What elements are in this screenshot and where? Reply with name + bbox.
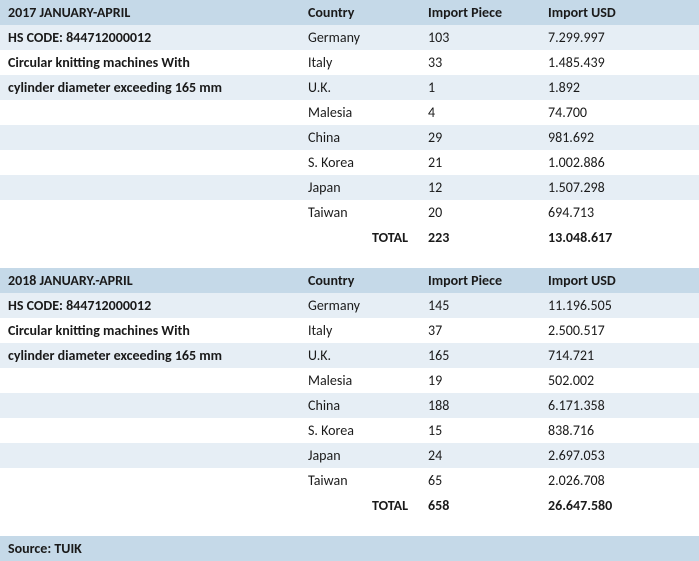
table-row: China 29 981.692	[0, 125, 699, 150]
cell-piece: 103	[420, 25, 540, 50]
cell-country: S. Korea	[300, 150, 420, 175]
col-header-country: Country	[300, 0, 420, 25]
total-row: TOTAL 223 13.048.617	[0, 225, 699, 250]
period-label: 2018 JANUARY.-APRIL	[0, 268, 300, 293]
table-row: Circular knitting machines With Italy 33…	[0, 50, 699, 75]
cell-country: Malesia	[300, 368, 420, 393]
import-table-2018: 2018 JANUARY.-APRIL Country Import Piece…	[0, 268, 699, 518]
cell-country: Italy	[300, 50, 420, 75]
cell-country: Germany	[300, 293, 420, 318]
table-row: HS CODE: 844712000012 Germany 145 11.196…	[0, 293, 699, 318]
cell-piece: 4	[420, 100, 540, 125]
table-spacer	[0, 250, 699, 268]
cell-country: Japan	[300, 443, 420, 468]
hs-code-label: HS CODE: 844712000012	[0, 25, 300, 50]
cell-usd: 502.002	[540, 368, 699, 393]
desc-line2: cylinder diameter exceeding 165 mm	[0, 343, 300, 368]
cell-piece: 19	[420, 368, 540, 393]
cell-usd: 2.500.517	[540, 318, 699, 343]
cell-piece: 24	[420, 443, 540, 468]
cell-piece: 12	[420, 175, 540, 200]
cell-usd: 74.700	[540, 100, 699, 125]
total-row: TOTAL 658 26.647.580	[0, 493, 699, 518]
cell-usd: 1.507.298	[540, 175, 699, 200]
cell-piece: 65	[420, 468, 540, 493]
cell-country: Germany	[300, 25, 420, 50]
cell-usd: 1.002.886	[540, 150, 699, 175]
cell-usd: 838.716	[540, 418, 699, 443]
table-spacer	[0, 518, 699, 536]
table-row: Japan 12 1.507.298	[0, 175, 699, 200]
desc-line2: cylinder diameter exceeding 165 mm	[0, 75, 300, 100]
col-header-piece: Import Piece	[420, 268, 540, 293]
cell-piece: 21	[420, 150, 540, 175]
cell-country: U.K.	[300, 343, 420, 368]
cell-country: Malesia	[300, 100, 420, 125]
cell-piece: 20	[420, 200, 540, 225]
cell-piece: 145	[420, 293, 540, 318]
cell-usd: 714.721	[540, 343, 699, 368]
col-header-country: Country	[300, 268, 420, 293]
cell-usd: 2.026.708	[540, 468, 699, 493]
cell-usd: 1.892	[540, 75, 699, 100]
cell-country: China	[300, 393, 420, 418]
table-header-row: 2018 JANUARY.-APRIL Country Import Piece…	[0, 268, 699, 293]
cell-piece: 165	[420, 343, 540, 368]
cell-country: S. Korea	[300, 418, 420, 443]
cell-usd: 2.697.053	[540, 443, 699, 468]
table-header-row: 2017 JANUARY-APRIL Country Import Piece …	[0, 0, 699, 25]
cell-country: Taiwan	[300, 200, 420, 225]
cell-piece: 188	[420, 393, 540, 418]
table-row: HS CODE: 844712000012 Germany 103 7.299.…	[0, 25, 699, 50]
cell-usd: 6.171.358	[540, 393, 699, 418]
cell-country: Japan	[300, 175, 420, 200]
table-row: S. Korea 21 1.002.886	[0, 150, 699, 175]
cell-country: Italy	[300, 318, 420, 343]
total-piece: 658	[420, 493, 540, 518]
table-row: Taiwan 65 2.026.708	[0, 468, 699, 493]
cell-usd: 1.485.439	[540, 50, 699, 75]
source-label: Source: TUIK	[0, 536, 699, 561]
table-row: Malesia 4 74.700	[0, 100, 699, 125]
total-label: TOTAL	[300, 225, 420, 250]
period-label: 2017 JANUARY-APRIL	[0, 0, 300, 25]
table-row: Japan 24 2.697.053	[0, 443, 699, 468]
desc-line1: Circular knitting machines With	[0, 50, 300, 75]
hs-code-label: HS CODE: 844712000012	[0, 293, 300, 318]
cell-usd: 981.692	[540, 125, 699, 150]
total-piece: 223	[420, 225, 540, 250]
cell-usd: 694.713	[540, 200, 699, 225]
col-header-piece: Import Piece	[420, 0, 540, 25]
import-table-2017: 2017 JANUARY-APRIL Country Import Piece …	[0, 0, 699, 250]
table-row: China 188 6.171.358	[0, 393, 699, 418]
desc-line1: Circular knitting machines With	[0, 318, 300, 343]
cell-usd: 7.299.997	[540, 25, 699, 50]
cell-piece: 37	[420, 318, 540, 343]
cell-country: U.K.	[300, 75, 420, 100]
table-row: Taiwan 20 694.713	[0, 200, 699, 225]
cell-piece: 1	[420, 75, 540, 100]
cell-piece: 33	[420, 50, 540, 75]
table-row: cylinder diameter exceeding 165 mm U.K. …	[0, 343, 699, 368]
col-header-usd: Import USD	[540, 268, 699, 293]
cell-piece: 15	[420, 418, 540, 443]
table-row: cylinder diameter exceeding 165 mm U.K. …	[0, 75, 699, 100]
cell-country: Taiwan	[300, 468, 420, 493]
table-row: Circular knitting machines With Italy 37…	[0, 318, 699, 343]
cell-usd: 11.196.505	[540, 293, 699, 318]
cell-country: China	[300, 125, 420, 150]
cell-piece: 29	[420, 125, 540, 150]
col-header-usd: Import USD	[540, 0, 699, 25]
total-usd: 13.048.617	[540, 225, 699, 250]
total-usd: 26.647.580	[540, 493, 699, 518]
table-row: S. Korea 15 838.716	[0, 418, 699, 443]
table-row: Malesia 19 502.002	[0, 368, 699, 393]
total-label: TOTAL	[300, 493, 420, 518]
